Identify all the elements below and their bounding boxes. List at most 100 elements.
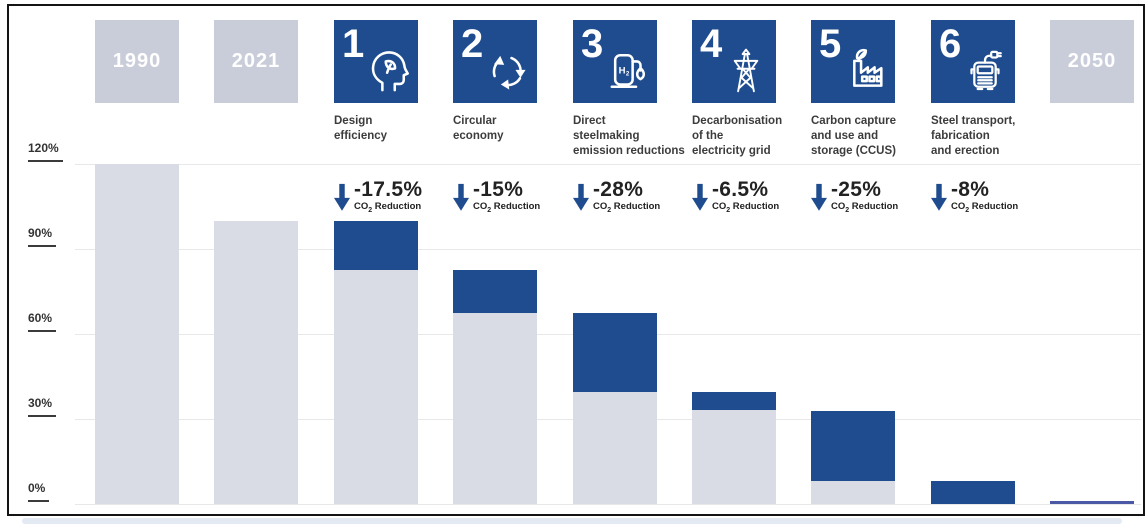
bar-segment-blue xyxy=(931,481,1015,504)
step-label-line: Direct xyxy=(573,115,606,127)
reduction-sublabel: CO2 Reduction xyxy=(831,201,899,214)
reduction-percent: -6.5% xyxy=(712,178,769,201)
down-arrow-icon xyxy=(692,181,708,214)
bar-segment-blue xyxy=(573,312,657,393)
down-arrow-icon xyxy=(334,181,350,214)
reduction-annotation-6: -8% CO2 Reduction xyxy=(931,179,1018,216)
step-box-2: 2 xyxy=(453,20,537,103)
step-label-5: Carbon capture and use and storage (CCUS) xyxy=(811,114,927,159)
step-label-line: Decarbonisation xyxy=(692,115,783,127)
reduction-sublabel: CO2 Reduction xyxy=(473,201,541,214)
reduction-annotation-1: -17.5% CO2 Reduction xyxy=(334,179,422,216)
step-label-4: Decarbonisation of the electricity grid xyxy=(692,114,808,159)
bar-step-6 xyxy=(931,481,1015,504)
year-box-label: 2021 xyxy=(231,50,281,72)
bar-segment-gray xyxy=(453,312,537,504)
step-label-line: steelmaking xyxy=(573,130,640,142)
down-arrow-icon xyxy=(931,181,947,214)
baseline-marker-2050 xyxy=(1050,501,1134,504)
step-label-line: Steel transport, xyxy=(931,115,1016,127)
reduction-sublabel: CO2 Reduction xyxy=(712,201,780,214)
frame-shadow xyxy=(22,518,1122,524)
step-number: 4 xyxy=(700,22,723,66)
reduction-annotation-2: -15% CO2 Reduction xyxy=(453,179,540,216)
bar-segment-gray xyxy=(573,392,657,504)
gridline-90% xyxy=(75,249,1141,250)
step-label-6: Steel transport, fabrication and erection xyxy=(931,114,1047,159)
bar-2021 xyxy=(214,220,298,504)
bar-segment-blue xyxy=(811,410,895,482)
h2-pump-icon: H 2 xyxy=(600,44,654,98)
bar-segment-gray xyxy=(692,410,776,504)
reduction-sublabel: CO2 Reduction xyxy=(951,201,1019,214)
step-number: 2 xyxy=(461,22,484,66)
factory-leaf-icon xyxy=(838,44,892,98)
reduction-sublabel: CO2 Reduction xyxy=(593,201,661,214)
bar-segment-blue xyxy=(453,270,537,313)
recycle-icon xyxy=(480,44,534,98)
bar-segment-gray xyxy=(95,164,179,504)
axis-tick-90%: 90% xyxy=(28,226,57,247)
reduction-annotation-4: -6.5% CO2 Reduction xyxy=(692,179,779,216)
reduction-percent: -25% xyxy=(831,178,882,201)
step-number: 3 xyxy=(581,22,604,66)
step-label-line: and erection xyxy=(931,145,1000,157)
gridline-0% xyxy=(75,504,1141,505)
step-number: 6 xyxy=(939,22,962,66)
step-label-line: electricity grid xyxy=(692,145,771,157)
head-leaf-icon xyxy=(361,44,415,98)
electric-truck-icon xyxy=(958,44,1012,98)
axis-tick-60%: 60% xyxy=(28,311,57,332)
step-label-2: Circular economy xyxy=(453,114,569,144)
step-label-1: Design efficiency xyxy=(334,114,450,144)
step-box-6: 6 xyxy=(931,20,1015,103)
step-label-line: and use and xyxy=(811,130,879,142)
step-label-line: of the xyxy=(692,130,724,142)
year-box-label: 1990 xyxy=(112,50,162,72)
svg-text:2: 2 xyxy=(626,71,630,78)
bar-segment-gray xyxy=(214,220,298,504)
down-arrow-icon xyxy=(573,181,589,214)
axis-tick-0%: 0% xyxy=(28,481,50,502)
bar-step-5 xyxy=(811,410,895,505)
step-label-line: Carbon capture xyxy=(811,115,896,127)
bar-segment-gray xyxy=(811,481,895,504)
step-label-line: Design xyxy=(334,115,373,127)
step-label-line: fabrication xyxy=(931,130,990,142)
axis-tick-30%: 30% xyxy=(28,396,57,417)
bar-segment-gray xyxy=(334,270,418,504)
svg-text:H: H xyxy=(619,65,626,76)
step-label-line: economy xyxy=(453,130,504,142)
step-box-5: 5 xyxy=(811,20,895,103)
reduction-annotation-5: -25% CO2 Reduction xyxy=(811,179,898,216)
step-label-3: Direct steelmaking emission reductions xyxy=(573,114,689,159)
step-box-1: 1 xyxy=(334,20,418,103)
year-box-2050: 2050 xyxy=(1050,20,1134,103)
reduction-sublabel: CO2 Reduction xyxy=(354,201,422,214)
step-number: 1 xyxy=(342,22,365,66)
down-arrow-icon xyxy=(811,181,827,214)
year-box-label: 2050 xyxy=(1067,50,1117,72)
step-label-line: efficiency xyxy=(334,130,388,142)
year-box-1990: 1990 xyxy=(95,20,179,103)
pylon-icon xyxy=(719,44,773,98)
step-label-line: Circular xyxy=(453,115,497,127)
bar-step-2 xyxy=(453,270,537,504)
step-box-3: 3 H 2 xyxy=(573,20,657,103)
step-box-4: 4 xyxy=(692,20,776,103)
bar-step-3 xyxy=(573,312,657,504)
bar-segment-blue xyxy=(334,220,418,271)
bar-1990 xyxy=(95,164,179,504)
bar-step-4 xyxy=(692,392,776,504)
bar-step-1 xyxy=(334,220,418,504)
gridline-120% xyxy=(75,164,1141,165)
reduction-percent: -8% xyxy=(951,178,990,201)
year-box-2021: 2021 xyxy=(214,20,298,103)
down-arrow-icon xyxy=(453,181,469,214)
reduction-percent: -17.5% xyxy=(354,178,423,201)
step-label-line: emission reductions xyxy=(573,145,685,157)
reduction-percent: -15% xyxy=(473,178,524,201)
step-number: 5 xyxy=(819,22,842,66)
reduction-percent: -28% xyxy=(593,178,644,201)
axis-tick-120%: 120% xyxy=(28,141,63,162)
